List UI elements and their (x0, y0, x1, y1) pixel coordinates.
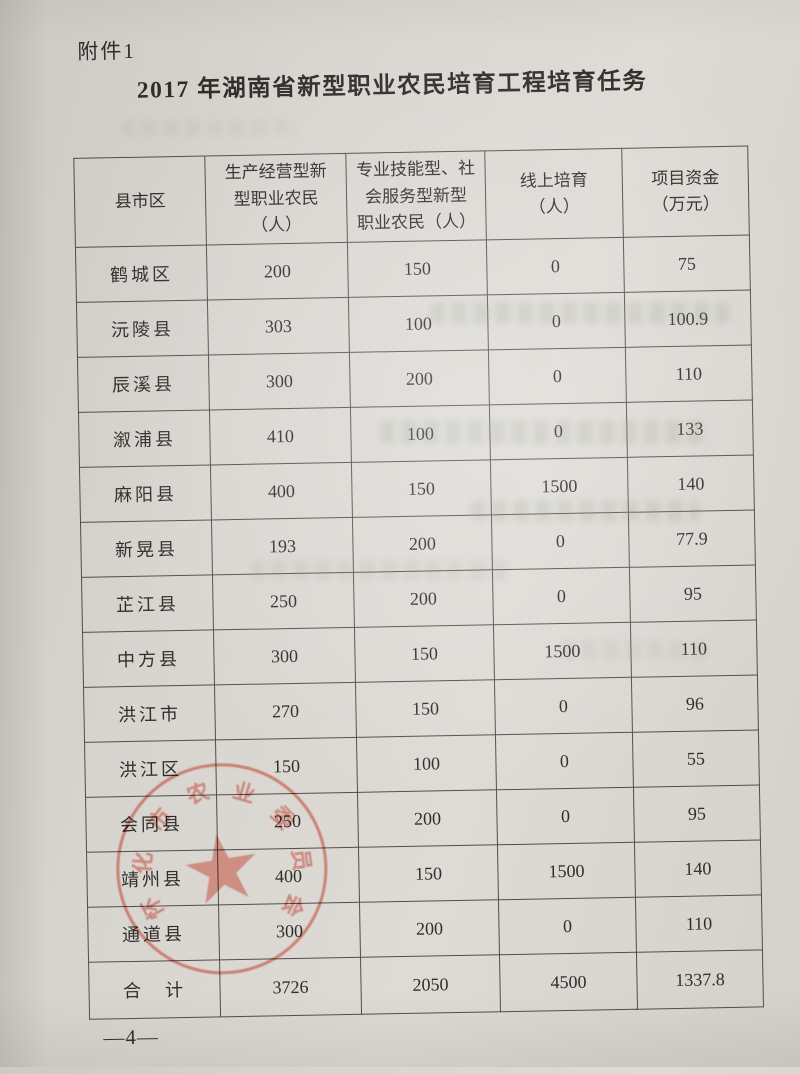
cell-funds: 95 (629, 564, 757, 623)
cell-funds: 110 (635, 894, 763, 953)
seal-arc-char: 化 (129, 850, 156, 875)
cell-region: 洪江市 (83, 684, 216, 743)
cell-funds: 1337.8 (636, 949, 764, 1010)
cell-online: 0 (492, 567, 631, 625)
cell-funds: 133 (626, 400, 754, 458)
cell-online: 0 (491, 512, 630, 570)
cell-region: 鹤城区 (75, 245, 208, 303)
cell-online: 1500 (490, 457, 629, 515)
cell-production: 250 (212, 572, 355, 630)
cell-funds: 96 (631, 674, 759, 733)
cell-online: 1500 (497, 842, 636, 900)
official-red-seal: ★ 怀化市农业委员会 (114, 761, 330, 977)
cell-production: 303 (207, 297, 350, 355)
cell-skill: 150 (351, 459, 492, 518)
cell-production: 300 (213, 627, 356, 685)
column-header-0: 县市区 (73, 156, 207, 248)
seal-arc-char: 员 (287, 847, 315, 872)
cell-funds: 110 (625, 345, 753, 403)
cell-skill: 100 (348, 294, 489, 353)
cell-skill: 150 (355, 679, 496, 738)
cell-skill: 100 (356, 734, 497, 793)
cell-online: 0 (495, 732, 634, 790)
cell-production: 270 (214, 682, 357, 740)
cell-skill: 2050 (360, 954, 501, 1015)
cell-funds: 95 (633, 784, 761, 843)
cell-skill: 200 (353, 569, 494, 628)
cell-skill: 150 (358, 844, 499, 903)
page-title: 2017 年湖南省新型职业农民培育工程培育任务 (136, 68, 648, 104)
cell-funds: 140 (634, 839, 762, 898)
attachment-label: 附件1 (77, 38, 137, 64)
cell-online: 0 (486, 237, 625, 295)
column-header-3: 线上培育 （人） (484, 148, 624, 240)
cell-funds: 75 (623, 235, 751, 293)
cell-production: 300 (208, 352, 351, 410)
cell-online: 1500 (493, 622, 632, 680)
cell-funds: 140 (627, 455, 755, 513)
cell-region: 溆浦县 (78, 409, 211, 468)
cell-online: 0 (487, 292, 626, 350)
page-number: —4— (103, 1024, 160, 1050)
table-header-row: 县市区 生产经营型新 型职业农民 （人） 专业技能型、社 会服务型新型 职业农民（人… (73, 146, 750, 248)
cell-funds: 110 (630, 619, 758, 678)
cell-skill: 150 (354, 624, 495, 683)
cell-production: 200 (206, 242, 349, 300)
cell-region: 芷江县 (81, 574, 214, 633)
cell-online: 4500 (499, 952, 638, 1012)
cell-region: 新晃县 (80, 519, 213, 578)
cell-skill: 100 (350, 404, 491, 463)
table-header: 县市区 生产经营型新 型职业农民 （人） 专业技能型、社 会服务型新型 职业农民（人… (73, 146, 750, 248)
cell-online: 0 (496, 787, 635, 845)
cell-region: 辰溪县 (77, 354, 210, 413)
cell-production: 193 (211, 517, 354, 575)
cell-region: 中方县 (82, 629, 215, 688)
cell-production: 410 (209, 407, 352, 465)
cell-skill: 200 (357, 789, 498, 848)
cell-skill: 200 (352, 514, 493, 573)
cell-online: 0 (498, 897, 637, 955)
cell-skill: 150 (347, 239, 488, 298)
column-header-2: 专业技能型、社 会服务型新型 职业农民（人） (345, 150, 487, 243)
cell-funds: 55 (632, 729, 760, 788)
cell-skill: 200 (359, 899, 500, 958)
cell-online: 0 (489, 402, 628, 460)
cell-region: 沅陵县 (76, 299, 209, 358)
cell-skill: 200 (349, 349, 490, 408)
cell-online: 0 (494, 677, 633, 735)
cell-funds: 100.9 (624, 290, 752, 348)
column-header-1: 生产经营型新 型职业农民 （人） (204, 153, 348, 246)
cell-online: 0 (488, 347, 627, 405)
cell-production: 400 (210, 462, 353, 520)
column-header-4: 项目资金 （万元） (621, 146, 750, 238)
cell-region: 麻阳县 (79, 464, 212, 523)
cell-funds: 77.9 (628, 510, 756, 568)
